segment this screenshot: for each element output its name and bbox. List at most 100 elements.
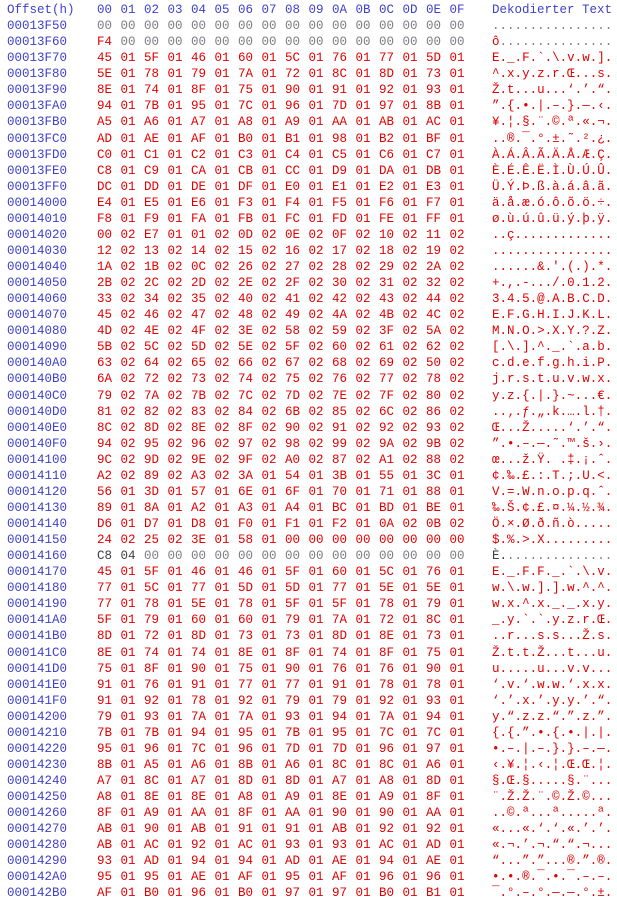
decoded-char[interactable]: . bbox=[529, 276, 538, 291]
decoded-char[interactable]: . bbox=[574, 67, 583, 82]
hex-byte[interactable]: 7F bbox=[379, 388, 395, 403]
hex-byte[interactable]: 02 bbox=[449, 340, 465, 355]
hex-byte[interactable]: 01 bbox=[261, 741, 277, 756]
decoded-char[interactable]: . bbox=[604, 19, 613, 34]
hex-byte[interactable]: A7 bbox=[332, 774, 348, 788]
hex-byte[interactable]: F0 bbox=[238, 517, 254, 531]
decoded-char[interactable]: . bbox=[514, 741, 523, 756]
decoded-char[interactable]: . bbox=[522, 83, 530, 98]
hex-byte[interactable]: 54 bbox=[285, 468, 301, 483]
decoded-char[interactable]: . bbox=[604, 388, 613, 403]
hex-byte[interactable]: A9 bbox=[285, 115, 301, 130]
decoded-char[interactable]: . bbox=[499, 709, 508, 724]
decoded-char[interactable]: . bbox=[514, 709, 523, 724]
hex-byte[interactable]: 01 bbox=[308, 886, 324, 901]
decoded-char[interactable]: . bbox=[559, 613, 568, 628]
decoded-char[interactable]: . bbox=[544, 131, 553, 146]
hex-byte[interactable]: 01 bbox=[261, 693, 277, 708]
hex-byte[interactable]: 01 bbox=[449, 854, 465, 869]
hex-byte[interactable]: F7 bbox=[426, 195, 442, 210]
decoded-char[interactable]: P bbox=[597, 356, 605, 371]
hex-byte[interactable]: 01 bbox=[167, 51, 183, 66]
hex-byte[interactable]: 01 bbox=[355, 51, 371, 66]
decoded-char[interactable]: . bbox=[529, 324, 538, 339]
decoded-char[interactable]: . bbox=[514, 822, 523, 837]
hex-byte[interactable]: 01 bbox=[261, 484, 277, 499]
decoded-char[interactable]: . bbox=[567, 629, 575, 644]
hex-byte[interactable]: C1 bbox=[144, 147, 160, 162]
decoded-char[interactable]: ‘ bbox=[492, 677, 500, 692]
decoded-char[interactable]: . bbox=[544, 838, 553, 853]
hex-byte[interactable]: 01 bbox=[402, 131, 418, 146]
decoded-char[interactable]: ² bbox=[582, 131, 590, 146]
decoded-char[interactable]: . bbox=[574, 597, 583, 612]
decoded-char[interactable]: . bbox=[499, 725, 508, 740]
hex-byte[interactable]: 01 bbox=[355, 629, 371, 644]
decoded-char[interactable]: . bbox=[552, 645, 560, 660]
decoded-char[interactable]: . bbox=[544, 677, 553, 692]
hex-byte[interactable]: C3 bbox=[238, 147, 254, 162]
hex-byte[interactable]: BF bbox=[426, 131, 442, 146]
decoded-char[interactable]: Ö bbox=[492, 517, 500, 531]
hex-byte[interactable]: 01 bbox=[167, 67, 183, 82]
decoded-char[interactable]: ˜ bbox=[552, 436, 560, 451]
hex-byte[interactable]: 01 bbox=[449, 565, 465, 580]
decoded-char[interactable]: . bbox=[499, 741, 508, 756]
hex-byte[interactable]: 8D bbox=[144, 420, 160, 435]
decoded-char[interactable]: T bbox=[552, 468, 560, 483]
decoded-char[interactable]: x bbox=[507, 67, 515, 82]
hex-byte[interactable]: 8E bbox=[191, 790, 207, 805]
hex-byte[interactable]: 62 bbox=[426, 340, 442, 355]
decoded-char[interactable]: . bbox=[559, 372, 568, 387]
decoded-char[interactable]: . bbox=[574, 629, 583, 644]
hex-byte[interactable]: 01 bbox=[120, 870, 136, 885]
hex-byte[interactable]: 41 bbox=[285, 292, 301, 307]
decoded-char[interactable]: Ä bbox=[552, 147, 560, 162]
decoded-char[interactable]: . bbox=[604, 292, 613, 307]
hex-byte[interactable]: 01 bbox=[120, 661, 136, 676]
hex-byte[interactable]: 01 bbox=[120, 211, 136, 226]
decoded-char[interactable]: . bbox=[559, 741, 568, 756]
decoded-char[interactable]: Ì bbox=[552, 163, 560, 178]
hex-byte[interactable]: 7E bbox=[332, 388, 348, 403]
decoded-char[interactable]: . bbox=[574, 243, 583, 258]
hex-byte[interactable]: 01 bbox=[214, 613, 230, 628]
hex-byte[interactable]: 01 bbox=[402, 870, 418, 885]
decoded-char[interactable]: . bbox=[597, 517, 605, 531]
hex-byte[interactable]: 7B bbox=[144, 725, 160, 740]
decoded-char[interactable]: . bbox=[589, 292, 598, 307]
decoded-char[interactable]: ` bbox=[537, 51, 545, 66]
decoded-char[interactable]: . bbox=[499, 806, 508, 821]
hex-byte[interactable]: 01 bbox=[449, 613, 465, 628]
hex-byte[interactable]: 5F bbox=[285, 597, 301, 612]
decoded-char[interactable]: . bbox=[589, 790, 598, 805]
decoded-char[interactable]: ‘ bbox=[552, 822, 560, 837]
decoded-char[interactable]: . bbox=[514, 629, 523, 644]
decoded-char[interactable]: ƒ bbox=[522, 404, 530, 419]
decoded-char[interactable]: . bbox=[574, 790, 583, 805]
hex-byte[interactable]: 72 bbox=[144, 372, 160, 387]
decoded-char[interactable]: . bbox=[507, 19, 515, 34]
decoded-char[interactable]: . bbox=[499, 260, 508, 274]
decoded-char[interactable]: ¡ bbox=[582, 452, 590, 467]
decoded-char[interactable]: ¥ bbox=[507, 757, 515, 772]
hex-byte[interactable]: 01 bbox=[261, 131, 277, 146]
decoded-char[interactable]: . bbox=[589, 517, 598, 531]
decoded-char[interactable]: s bbox=[522, 372, 530, 387]
decoded-char[interactable]: . bbox=[582, 388, 590, 403]
hex-byte[interactable]: 01 bbox=[261, 677, 277, 692]
decoded-char[interactable]: . bbox=[529, 243, 538, 258]
hex-byte[interactable]: A3 bbox=[191, 468, 207, 483]
decoded-char[interactable]: ” bbox=[522, 725, 530, 740]
decoded-char[interactable]: « bbox=[492, 822, 500, 837]
decoded-char[interactable]: r bbox=[582, 613, 590, 628]
decoded-char[interactable]: . bbox=[514, 517, 523, 531]
decoded-char[interactable]: “ bbox=[597, 693, 605, 708]
decoded-char[interactable]: . bbox=[589, 870, 598, 885]
decoded-char[interactable]: . bbox=[514, 51, 523, 66]
hex-byte[interactable]: AD bbox=[97, 131, 113, 146]
hex-byte[interactable]: 5D bbox=[426, 51, 442, 66]
decoded-char[interactable]: . bbox=[574, 645, 583, 660]
hex-byte[interactable]: 8D bbox=[426, 774, 442, 788]
hex-byte[interactable]: 00 bbox=[261, 35, 277, 50]
